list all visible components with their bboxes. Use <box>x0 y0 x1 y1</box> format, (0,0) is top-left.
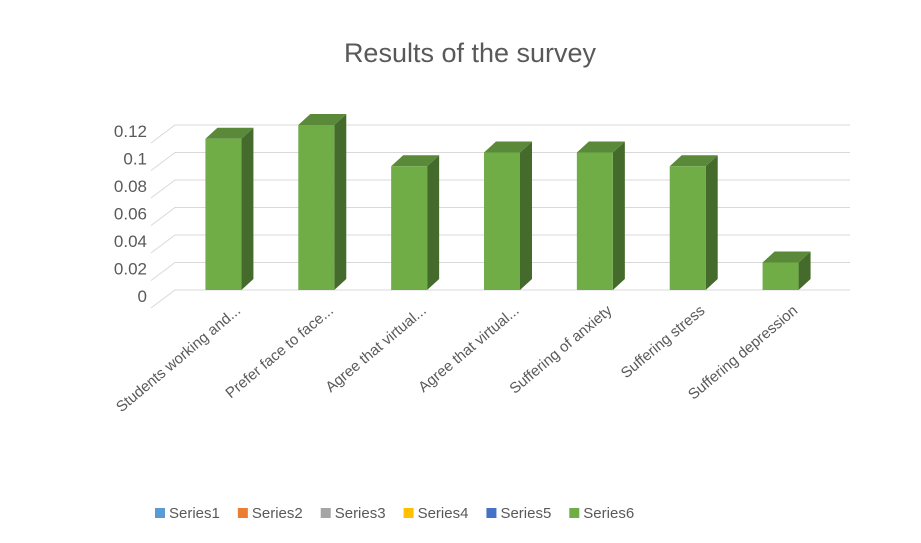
x-tick-label: Agree that virtual... <box>322 302 429 396</box>
grid-line <box>150 262 850 281</box>
x-tick-label: Suffering of anxiety <box>506 302 615 398</box>
legend-swatch <box>486 508 497 518</box>
bar <box>205 138 242 290</box>
legend-swatch <box>569 508 580 518</box>
y-tick-label: 0.04 <box>114 232 147 251</box>
bar-top <box>298 114 347 125</box>
bar-side <box>334 114 347 290</box>
bar-side <box>520 141 532 290</box>
bar-top <box>484 141 532 153</box>
y-tick-label: 0 <box>138 287 147 306</box>
legend-label: Series3 <box>335 505 386 522</box>
bar-side <box>612 141 625 290</box>
y-tick-label: 0.12 <box>114 122 147 141</box>
bar-top <box>762 251 811 263</box>
y-tick-label: 0.06 <box>114 205 147 224</box>
bar-top <box>205 127 254 139</box>
grid-line <box>150 234 850 254</box>
chart-title: Results of the survey <box>344 38 597 68</box>
bar-side <box>427 155 440 290</box>
grid-line <box>150 289 850 309</box>
legend-swatch <box>155 508 165 518</box>
bar-top <box>669 155 718 167</box>
legend-swatch <box>237 508 248 518</box>
bar-top <box>576 141 625 153</box>
bar <box>391 166 428 290</box>
bar <box>298 125 335 290</box>
legend-label: Series4 <box>418 505 469 522</box>
grid-line <box>150 152 850 171</box>
y-tick-label: 0.08 <box>114 177 147 196</box>
legend-label: Series1 <box>169 505 220 522</box>
x-tick-label: Suffering stress <box>618 302 709 382</box>
bar-side <box>705 155 718 290</box>
x-tick-label: Agree that virtual... <box>415 302 522 396</box>
y-tick-label: 0.02 <box>114 260 147 279</box>
legend-label: Series2 <box>252 505 303 522</box>
legend-swatch <box>320 508 331 518</box>
bar-side <box>241 127 254 290</box>
grid-line <box>150 179 850 199</box>
bar <box>576 152 613 290</box>
y-tick-label: 0.1 <box>123 150 147 169</box>
legend-label: Series5 <box>500 505 551 522</box>
grid-line <box>150 124 850 144</box>
bar-top <box>391 155 440 167</box>
x-tick-label: Students working and... <box>113 302 244 416</box>
legend-label: Series6 <box>583 505 634 522</box>
bar-side <box>798 251 811 290</box>
bar <box>484 152 520 290</box>
bar <box>669 166 706 290</box>
legend-swatch <box>403 508 414 518</box>
bar <box>762 262 799 290</box>
grid-line <box>150 207 850 226</box>
